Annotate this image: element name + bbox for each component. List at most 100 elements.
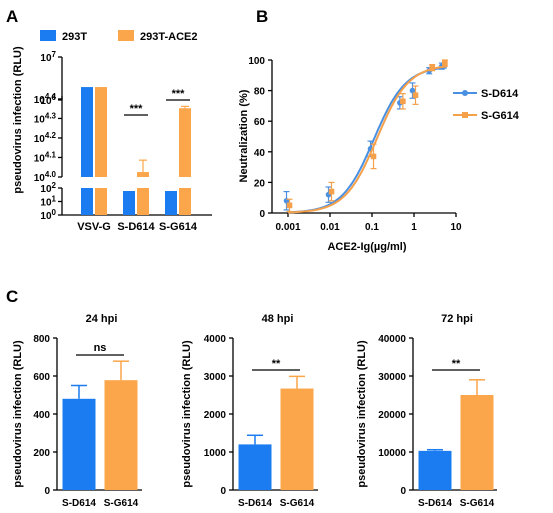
panel-c0-ytick-label-4: 800 <box>33 334 50 345</box>
panel-c1-title: 48 hpi <box>262 313 294 325</box>
panel-c2-xtick-label-1: S-G614 <box>460 498 495 509</box>
panel-c0-ytick-label-2: 400 <box>33 410 50 421</box>
panel-a-chart: pseudovirus infection (RLU) 106107104.010… <box>12 30 212 233</box>
panel-a-ytick-label-0-1-base: 10 <box>40 53 52 64</box>
panel-a-legend-label-0: 293T <box>62 31 87 43</box>
panel-a-ytick-label-0-0-base: 10 <box>40 96 52 107</box>
panel-a-ytick-label-1-4-exp: 4.4 <box>45 92 57 101</box>
panel-b-legend-marker-1 <box>462 112 468 118</box>
panel-a-ytick-label-2-0: 100 <box>40 208 56 222</box>
panel-c1-bar-1 <box>280 388 314 490</box>
panel-b-ytick-label-5: 100 <box>248 56 265 67</box>
panel-c2-title: 72 hpi <box>441 313 473 325</box>
panel-b-point-1-1 <box>328 188 335 195</box>
panel-a-legend-swatch-0 <box>40 30 56 41</box>
panel-a-bar-1-2-part2 <box>179 188 191 215</box>
panel-c1-xtick-label-1: S-G614 <box>280 498 315 509</box>
panel-c1-ytick-label-1: 1000 <box>204 448 227 459</box>
panel-a-ytick-label-2-1: 101 <box>40 195 56 209</box>
panel-c0-xtick-label-1: S-G614 <box>104 498 139 509</box>
panel-a-legend-swatch-1 <box>118 30 134 41</box>
panel-b-ylabel: Neutralization (%) <box>238 89 250 182</box>
panel-a-xtick-label-2: S-G614 <box>159 221 198 233</box>
panel-a-ytick-label-1-2: 104.2 <box>34 131 57 145</box>
panel-a-ytick-label-1-3-exp: 4.3 <box>45 111 57 120</box>
panel-b-legend-label-0: S-D614 <box>481 88 519 100</box>
panel-b-xtick-label-0: 0.001 <box>275 222 300 233</box>
panel-c2-sig-text: ** <box>452 358 461 370</box>
panel-a-ytick-label-1-1-base: 10 <box>34 153 46 164</box>
panel-c1-ytick-label-0: 0 <box>220 486 226 497</box>
panel-b-ytick-label-1: 20 <box>254 178 266 189</box>
panel-b-fit-curve-1 <box>287 65 447 214</box>
panel-c1-xtick-label-0: S-D614 <box>238 498 272 509</box>
panel-a-ytick-label-1-4-base: 10 <box>34 95 46 106</box>
panel-a-bar-0-0-part1 <box>81 96 93 177</box>
panel-a-bar-0-0-part0 <box>81 87 93 100</box>
panel-a-ytick-label-0-1: 107 <box>40 50 56 64</box>
panel-a-ytick-label-0-0-exp: 6 <box>52 93 57 102</box>
panel-b-chart: 0 20 40 60 80 100 0.001 0.01 0.1 1 10 ACE2-Ig(µg/ml… <box>238 56 520 253</box>
panel-c2-ytick-label-3: 30000 <box>378 372 406 383</box>
panel-a-ytick-label-2-2-exp: 2 <box>52 181 57 190</box>
panel-c-24hpi-chart: 0 200 400 600 800 24 hpi pseudovirus infection… <box>12 313 142 509</box>
panel-c2-ytick-label-0: 0 <box>400 486 406 497</box>
panel-a-ytick-label-1-2-exp: 4.2 <box>45 131 57 140</box>
panel-a-bar-1-0-part1 <box>95 96 107 177</box>
panel-c2-ytick-label-1: 10000 <box>378 448 406 459</box>
panel-c-48hpi-chart: 0 1000 2000 3000 4000 48 hpi pseudovirus infec… <box>181 313 318 509</box>
panel-b-xtick-label-4: 10 <box>450 222 462 233</box>
panel-letter-a: A <box>6 7 18 26</box>
panel-b-point-1-3 <box>400 98 406 105</box>
panel-a-ytick-label-1-1: 104.1 <box>34 150 57 164</box>
panel-a-ytick-label-0-1-exp: 7 <box>52 50 57 59</box>
panel-a-bar-0-0-part2 <box>81 188 93 215</box>
panel-c0-xtick-label-0: S-D614 <box>62 498 96 509</box>
panel-c2-ylabel: pseudovirus infection (RLU) <box>356 340 368 488</box>
panel-b-ytick-label-2: 40 <box>254 148 266 159</box>
panel-a-ytick-label-2-1-exp: 1 <box>52 195 57 204</box>
panel-a-sig-text-0: *** <box>130 103 144 115</box>
panel-c1-ylabel: pseudovirus infection (RLU) <box>181 340 193 488</box>
panel-a-bar-1-1-part2 <box>137 188 149 215</box>
panel-a-bar-1-1-part1 <box>137 172 149 177</box>
panel-a-ytick-label-2-2: 102 <box>40 181 56 195</box>
panel-letter-b: B <box>256 7 268 26</box>
panel-a-ytick-label-1-0-base: 10 <box>34 173 46 184</box>
panel-a-xtick-label-0: VSV-G <box>77 221 111 233</box>
panel-c0-ytick-label-3: 600 <box>33 372 50 383</box>
panel-a-bar-1-0-part2 <box>95 188 107 215</box>
panel-a-ytick-label-1-3-base: 10 <box>34 114 46 125</box>
panel-c1-ytick-label-4: 4000 <box>204 334 227 345</box>
panel-c2-xtick-label-0: S-D614 <box>418 498 452 509</box>
panel-a-ytick-label-2-0-exp: 0 <box>52 208 57 217</box>
panel-a-ytick-label-1-0-exp: 4.0 <box>45 170 57 179</box>
panel-b-point-1-4 <box>412 92 419 98</box>
panel-c0-ytick-label-1: 200 <box>33 448 50 459</box>
panel-c0-title: 24 hpi <box>86 313 118 325</box>
panel-a-ytick-label-1-4: 104.4 <box>34 92 57 106</box>
panel-b-point-1-5 <box>429 64 436 71</box>
panel-a-ytick-label-2-2-base: 10 <box>40 184 52 195</box>
panel-c2-ytick-label-4: 40000 <box>378 334 406 345</box>
panel-a-legend-label-1: 293T-ACE2 <box>140 31 197 43</box>
panel-b-ytick-label-4: 80 <box>254 87 266 98</box>
panel-c1-sig-text: ** <box>272 358 281 370</box>
panel-a-ylabel: pseudovirus infection (RLU) <box>12 46 24 194</box>
panel-a-xtick-label-1: S-D614 <box>117 221 155 233</box>
panel-c0-bar-1 <box>104 380 138 490</box>
panel-letter-c: C <box>6 287 18 306</box>
panel-b-fit-curve-0 <box>287 66 447 214</box>
panel-a-bar-1-0-part0 <box>95 87 107 100</box>
panel-c0-bar-0 <box>62 398 96 490</box>
panel-c1-ytick-label-3: 3000 <box>204 372 227 383</box>
panel-b-ytick-label-3: 60 <box>254 117 266 128</box>
panel-a-ytick-label-2-1-base: 10 <box>40 198 52 209</box>
panel-b-ytick-label-0: 0 <box>259 209 265 220</box>
panel-c0-ylabel: pseudovirus infection (RLU) <box>12 340 24 488</box>
panel-a-ytick-label-0-0: 106 <box>40 93 56 107</box>
panel-b-point-1-0 <box>286 202 293 209</box>
panel-a-bar-0-2-part2 <box>165 190 177 215</box>
panel-c2-bar-0 <box>418 450 452 490</box>
